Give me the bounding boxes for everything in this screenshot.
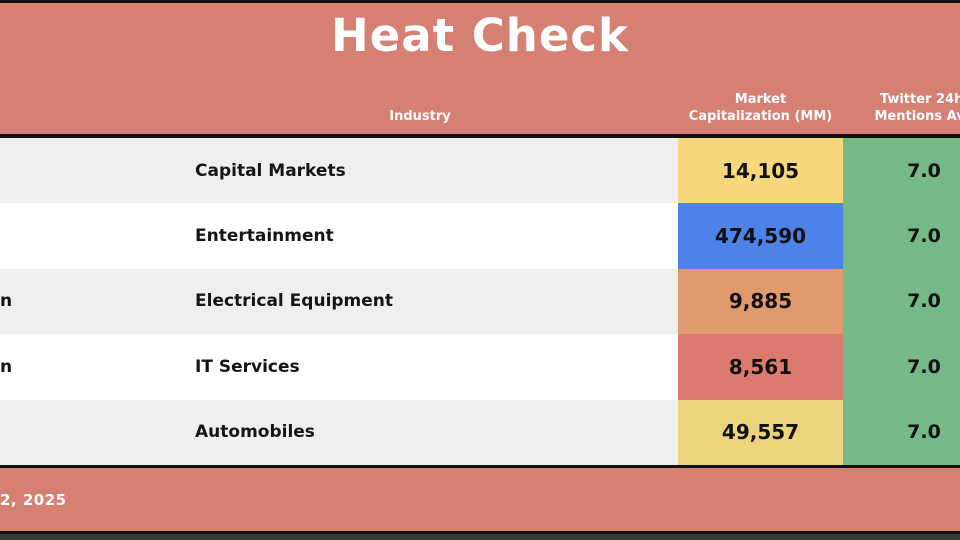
header-divider-line bbox=[0, 134, 960, 138]
market-cap-cell: 474,590 bbox=[678, 203, 843, 269]
twitter-mentions-value: 7.0 bbox=[907, 290, 941, 313]
footer-date: 2, 2025 bbox=[0, 490, 67, 509]
market-cap-value: 9,885 bbox=[728, 289, 793, 314]
market-cap-cell: 14,105 bbox=[678, 138, 843, 204]
market-cap-value: 14,105 bbox=[721, 158, 800, 183]
header-band: Heat Check Industry Market Capitalizatio… bbox=[0, 3, 960, 134]
bottom-divider-line bbox=[0, 531, 960, 534]
footer-band: 2, 2025 bbox=[0, 468, 960, 531]
table-body: Capital Markets 14,105 7.0 Entertainment… bbox=[0, 138, 960, 465]
clipped-company-name: n bbox=[0, 356, 13, 377]
table-row: n IT Services 8,561 7.0 bbox=[0, 334, 960, 400]
twitter-mentions-value: 7.0 bbox=[907, 355, 941, 378]
top-border-line bbox=[0, 0, 960, 3]
bottom-dark-bar bbox=[0, 534, 960, 540]
market-cap-value: 49,557 bbox=[721, 420, 800, 445]
table-row: Capital Markets 14,105 7.0 bbox=[0, 138, 960, 204]
twitter-mentions-value: 7.0 bbox=[907, 159, 941, 182]
industry-cell: Electrical Equipment bbox=[195, 291, 394, 312]
table-row: Entertainment 474,590 7.0 bbox=[0, 203, 960, 269]
column-header-twitter-mentions: Twitter 24h/ Mentions Ave bbox=[843, 91, 960, 125]
column-header-market-cap: Market Capitalization (MM) bbox=[678, 91, 843, 125]
twitter-mentions-cell: 7.0 bbox=[843, 399, 960, 465]
twitter-mentions-value: 7.0 bbox=[907, 225, 941, 248]
column-header-industry: Industry bbox=[320, 108, 520, 125]
industry-cell: Capital Markets bbox=[195, 160, 346, 181]
industry-cell: Entertainment bbox=[195, 226, 334, 247]
market-cap-cell: 49,557 bbox=[678, 399, 843, 465]
market-cap-cell: 8,561 bbox=[678, 334, 843, 400]
twitter-mentions-cell: 7.0 bbox=[843, 334, 960, 400]
footer-divider-line bbox=[0, 465, 960, 468]
twitter-mentions-value: 7.0 bbox=[907, 421, 941, 444]
market-cap-value: 474,590 bbox=[714, 224, 807, 249]
twitter-header-line2: Mentions Ave bbox=[874, 109, 960, 124]
table-row: n Electrical Equipment 9,885 7.0 bbox=[0, 268, 960, 335]
twitter-mentions-cell: 7.0 bbox=[843, 138, 960, 204]
twitter-mentions-cell: 7.0 bbox=[843, 268, 960, 335]
twitter-mentions-cell: 7.0 bbox=[843, 203, 960, 269]
market-cap-cell: 9,885 bbox=[678, 268, 843, 335]
market-cap-value: 8,561 bbox=[728, 354, 793, 379]
industry-cell: Automobiles bbox=[195, 422, 315, 443]
page-title: Heat Check bbox=[331, 9, 629, 62]
twitter-header-line1: Twitter 24h/ bbox=[879, 92, 960, 107]
market-cap-header-line2: Capitalization (MM) bbox=[688, 109, 833, 124]
market-cap-header-line1: Market bbox=[734, 92, 787, 107]
industry-header-label: Industry bbox=[389, 109, 451, 124]
clipped-company-name: n bbox=[0, 291, 13, 312]
table-row: Automobiles 49,557 7.0 bbox=[0, 399, 960, 465]
industry-cell: IT Services bbox=[195, 356, 300, 377]
